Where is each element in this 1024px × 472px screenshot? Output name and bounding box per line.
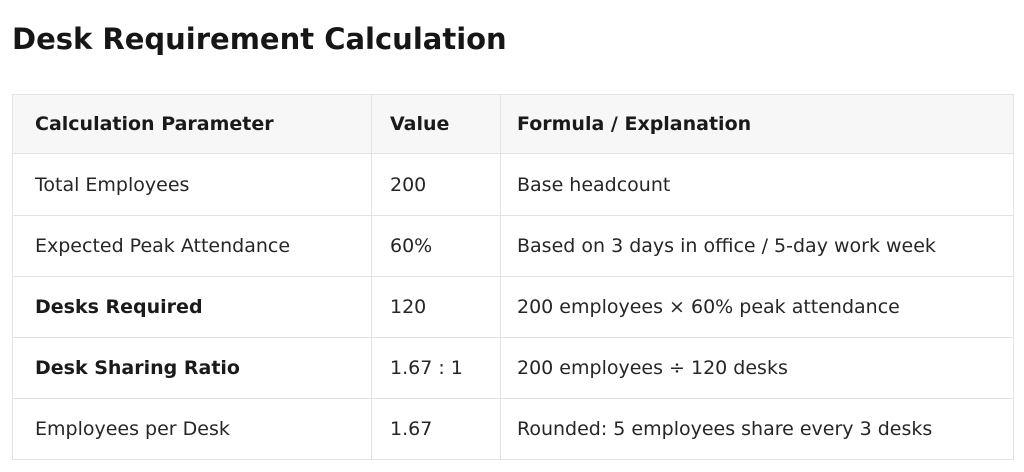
cell-explanation: Based on 3 days in office / 5-day work w… [500,215,1014,277]
cell-parameter: Desk Sharing Ratio [12,337,372,399]
cell-parameter: Employees per Desk [12,398,372,460]
cell-value: 120 [371,276,501,338]
column-header-parameter: Calculation Parameter [12,94,372,154]
table-header-row: Calculation Parameter Value Formula / Ex… [12,94,1014,154]
cell-parameter: Desks Required [12,276,372,338]
cell-value: 60% [371,215,501,277]
table-row: Employees per Desk 1.67 Rounded: 5 emplo… [12,398,1014,460]
cell-value: 1.67 : 1 [371,337,501,399]
cell-parameter: Total Employees [12,153,372,216]
calculation-table: Calculation Parameter Value Formula / Ex… [12,94,1014,460]
cell-explanation: Rounded: 5 employees share every 3 desks [500,398,1014,460]
cell-value: 200 [371,153,501,216]
cell-parameter: Expected Peak Attendance [12,215,372,277]
cell-explanation: Base headcount [500,153,1014,216]
cell-explanation: 200 employees ÷ 120 desks [500,337,1014,399]
table-row: Desks Required 120 200 employees × 60% p… [12,276,1014,338]
table-row: Desk Sharing Ratio 1.67 : 1 200 employee… [12,337,1014,399]
calculation-table-container: Calculation Parameter Value Formula / Ex… [12,94,1014,460]
column-header-explanation: Formula / Explanation [500,94,1014,154]
cell-explanation: 200 employees × 60% peak attendance [500,276,1014,338]
table-row: Expected Peak Attendance 60% Based on 3 … [12,215,1014,277]
cell-value: 1.67 [371,398,501,460]
column-header-value: Value [371,94,501,154]
page-title: Desk Requirement Calculation [12,22,507,56]
table-row: Total Employees 200 Base headcount [12,153,1014,216]
